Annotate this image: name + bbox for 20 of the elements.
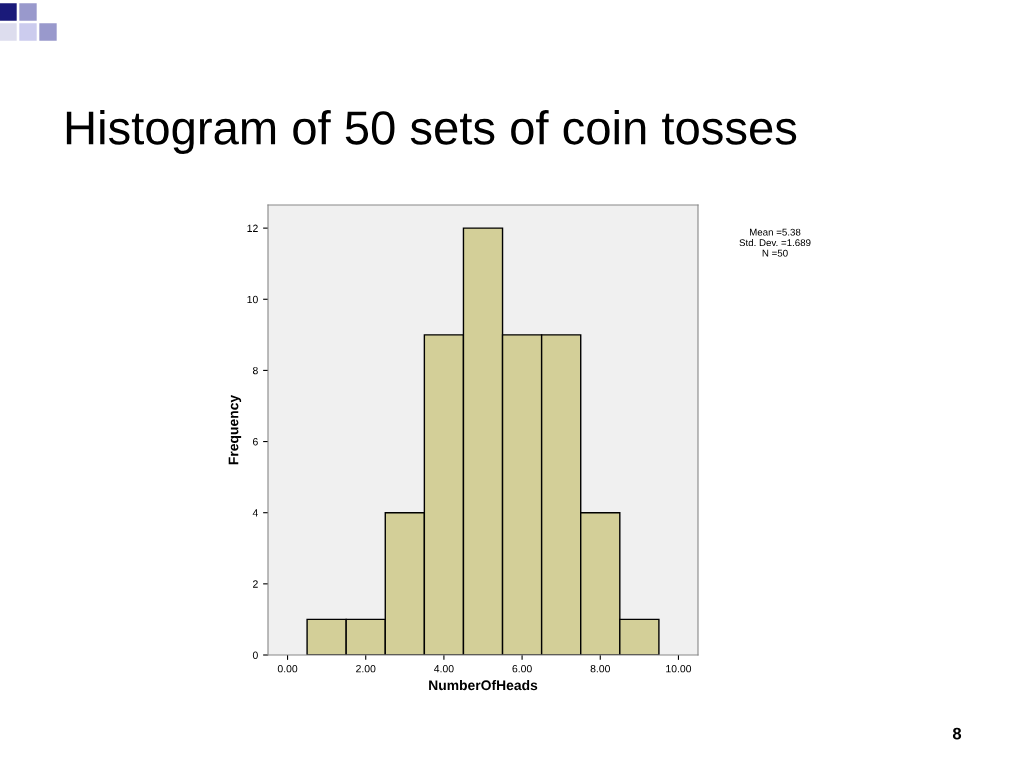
y-tick-label: 6 (253, 438, 258, 446)
x-tick-label: 6.00 (512, 665, 532, 673)
y-tick-label: 0 (252, 651, 258, 659)
x-tick-label: 10.00 (666, 665, 692, 673)
y-tick-label: 10 (247, 295, 258, 304)
x-axis-title: NumberOfHeads (429, 679, 538, 691)
x-tick-label: 4.00 (434, 665, 454, 673)
y-tick-label: 12 (247, 224, 258, 232)
text: 8 (952, 727, 962, 740)
x-tick-label: 8.00 (590, 665, 610, 673)
text: N =50 (762, 249, 788, 257)
chart-title: Histogram of 50 sets of coin tosses (66, 109, 797, 155)
text: Std. Dev. =1.689 (739, 238, 811, 247)
x-tick-label: 0.00 (277, 665, 298, 673)
y-tick-label: 4 (252, 509, 258, 517)
x-tick-label: 2.00 (356, 665, 376, 673)
y-tick-label: 8 (252, 366, 258, 375)
y-axis-title: Frequency (228, 394, 242, 465)
text: Mean =5.38 (749, 228, 801, 236)
y-tick-label: 2 (253, 580, 258, 588)
